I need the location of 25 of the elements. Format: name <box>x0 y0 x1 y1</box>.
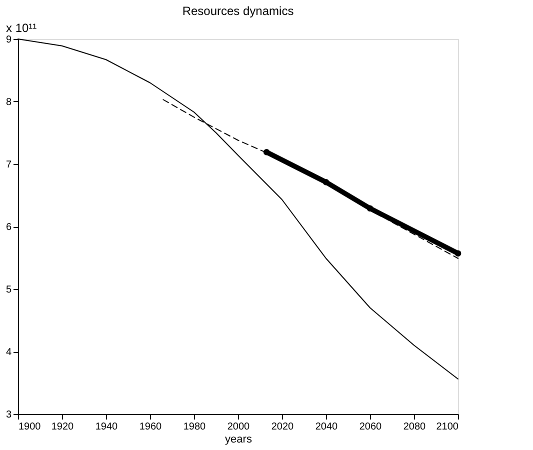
y-tick-label: 4 <box>6 347 12 358</box>
y-tick-label: 5 <box>6 284 12 296</box>
x-tick-label: 1920 <box>51 422 74 432</box>
point <box>454 250 462 257</box>
x-tick-label: 1900 <box>18 422 42 432</box>
chart-title: Resources dynamics <box>182 4 294 18</box>
x-axis-title: years <box>225 434 252 446</box>
x-tick-label: 2000 <box>227 422 250 432</box>
point <box>366 205 374 212</box>
point <box>322 178 330 186</box>
y-tick-label: 9 <box>6 34 12 46</box>
x-tick-label: 2080 <box>403 422 426 432</box>
x-tick-label: 1940 <box>95 422 118 432</box>
x-tick-label: 2040 <box>315 422 338 432</box>
x-tick-label: 2100 <box>436 422 459 432</box>
y-tick-label: 8 <box>6 97 12 108</box>
y-tick-label: 3 <box>6 410 12 420</box>
y-tick-label: 6 <box>6 222 12 233</box>
x-tick-label: 2060 <box>359 422 382 432</box>
x-tick-label: 1960 <box>139 422 162 432</box>
point <box>263 148 270 156</box>
x-tick-label: 1980 <box>183 422 206 432</box>
y-tick-label: 7 <box>6 160 12 170</box>
x-tick-label: 2020 <box>271 422 294 432</box>
text: x 10¹¹ <box>6 21 37 35</box>
